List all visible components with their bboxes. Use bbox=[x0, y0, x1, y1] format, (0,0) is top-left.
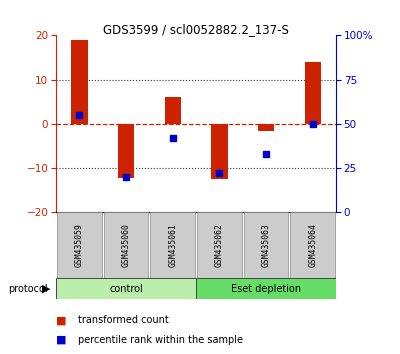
Bar bbox=[196, 278, 336, 299]
Bar bbox=[150, 212, 195, 278]
Bar bbox=[290, 212, 335, 278]
Text: GSM435060: GSM435060 bbox=[122, 223, 130, 267]
Text: ▶: ▶ bbox=[42, 284, 50, 293]
Text: GSM435063: GSM435063 bbox=[262, 223, 270, 267]
Bar bbox=[258, 124, 274, 131]
Text: transformed count: transformed count bbox=[78, 315, 169, 325]
Text: GSM435062: GSM435062 bbox=[215, 223, 224, 267]
Text: ■: ■ bbox=[56, 315, 66, 325]
Bar bbox=[244, 212, 288, 278]
Bar bbox=[104, 212, 148, 278]
Bar bbox=[197, 212, 242, 278]
Text: ■: ■ bbox=[56, 335, 66, 345]
Text: control: control bbox=[109, 284, 143, 293]
Text: GSM435061: GSM435061 bbox=[168, 223, 177, 267]
Bar bbox=[57, 212, 102, 278]
Bar bbox=[56, 278, 196, 299]
Text: percentile rank within the sample: percentile rank within the sample bbox=[78, 335, 243, 345]
Bar bbox=[211, 124, 228, 179]
Bar bbox=[304, 62, 321, 124]
Text: GSM435064: GSM435064 bbox=[308, 223, 317, 267]
Text: Eset depletion: Eset depletion bbox=[231, 284, 301, 293]
Text: GSM435059: GSM435059 bbox=[75, 223, 84, 267]
Bar bbox=[164, 97, 181, 124]
Text: protocol: protocol bbox=[8, 284, 48, 293]
Bar bbox=[118, 124, 134, 178]
Text: GDS3599 / scl0052882.2_137-S: GDS3599 / scl0052882.2_137-S bbox=[103, 23, 289, 36]
Bar bbox=[71, 40, 88, 124]
